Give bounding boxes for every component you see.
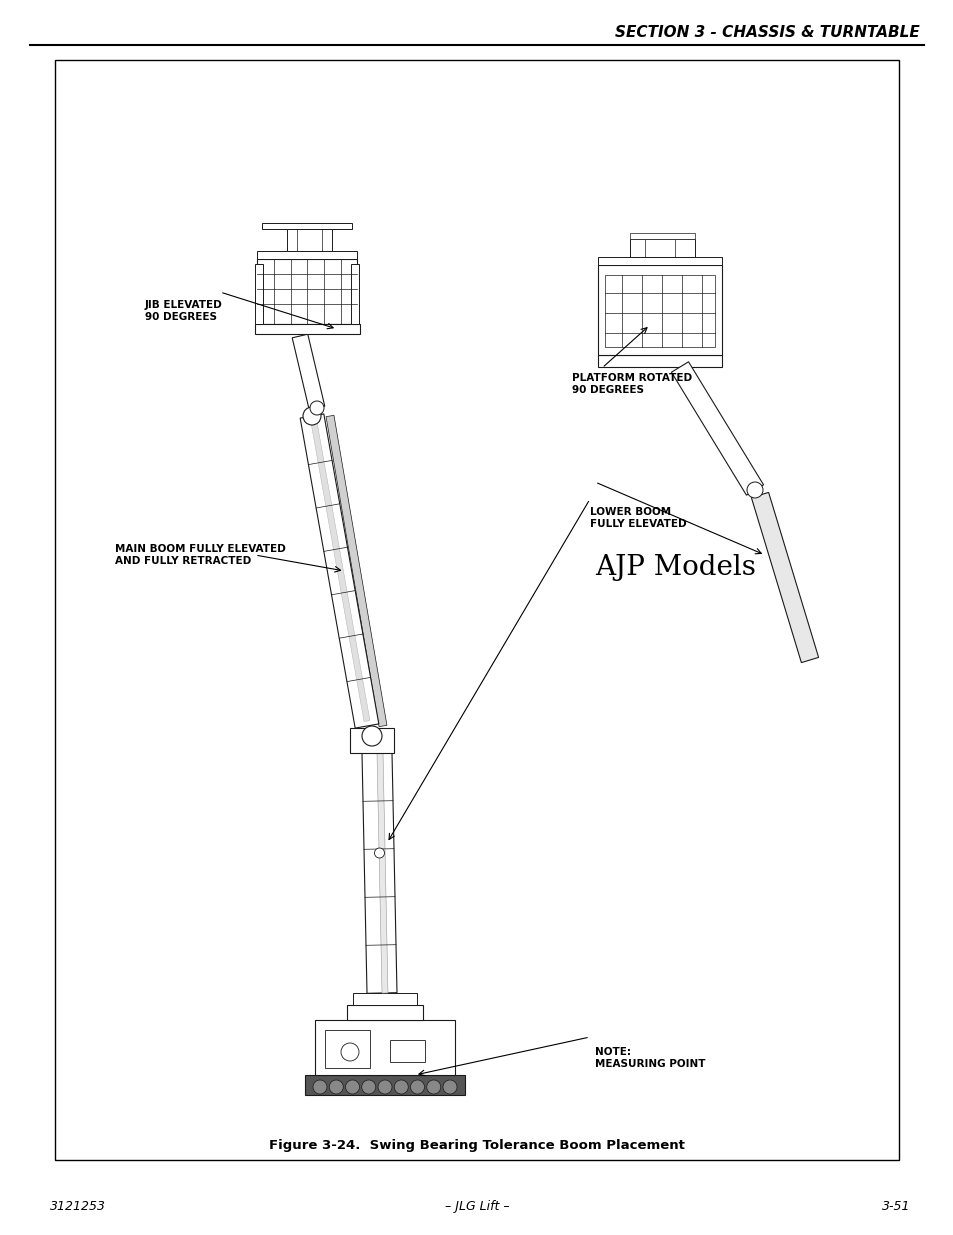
Circle shape (340, 1044, 358, 1061)
Polygon shape (361, 752, 396, 993)
Text: 3-51: 3-51 (881, 1200, 909, 1213)
Circle shape (442, 1079, 456, 1094)
Bar (347, 1005, 422, 1020)
Polygon shape (309, 410, 370, 721)
Circle shape (310, 401, 324, 415)
Polygon shape (300, 414, 378, 729)
Text: Figure 3-24.  Swing Bearing Tolerance Boom Placement: Figure 3-24. Swing Bearing Tolerance Boo… (269, 1139, 684, 1152)
Bar (305, 1074, 464, 1095)
Bar (353, 993, 416, 1005)
Bar (262, 224, 352, 228)
Polygon shape (376, 753, 388, 993)
Text: AJP Models: AJP Models (595, 553, 755, 580)
Circle shape (375, 848, 384, 858)
Bar (350, 727, 394, 753)
Circle shape (313, 1079, 327, 1094)
Polygon shape (751, 493, 818, 663)
Circle shape (361, 1079, 375, 1094)
Bar (254, 324, 359, 333)
Bar (390, 1040, 424, 1062)
Bar (629, 233, 695, 240)
Circle shape (377, 1079, 392, 1094)
Text: JIB ELEVATED
90 DEGREES: JIB ELEVATED 90 DEGREES (145, 300, 222, 321)
Text: MAIN BOOM FULLY ELEVATED
AND FULLY RETRACTED: MAIN BOOM FULLY ELEVATED AND FULLY RETRA… (115, 545, 286, 566)
Circle shape (361, 726, 381, 746)
Circle shape (303, 408, 320, 425)
Bar (256, 251, 356, 259)
Bar (351, 264, 358, 324)
Bar (287, 228, 332, 251)
Polygon shape (671, 362, 762, 495)
Text: NOTE:
MEASURING POINT: NOTE: MEASURING POINT (595, 1047, 705, 1068)
Text: PLATFORM ROTATED
90 DEGREES: PLATFORM ROTATED 90 DEGREES (572, 373, 691, 395)
Circle shape (394, 1079, 408, 1094)
Polygon shape (292, 335, 324, 410)
Text: SECTION 3 - CHASSIS & TURNTABLE: SECTION 3 - CHASSIS & TURNTABLE (615, 25, 919, 40)
Bar (598, 257, 721, 266)
Bar (604, 275, 714, 347)
Bar (314, 1020, 455, 1074)
Text: LOWER BOOM
FULLY ELEVATED: LOWER BOOM FULLY ELEVATED (589, 508, 686, 529)
Circle shape (410, 1079, 424, 1094)
Bar (325, 1030, 370, 1068)
Bar (254, 264, 263, 324)
Bar (256, 259, 356, 324)
Circle shape (329, 1079, 343, 1094)
Bar (598, 354, 721, 367)
Bar (598, 266, 721, 354)
Text: – JLG Lift –: – JLG Lift – (444, 1200, 509, 1213)
Text: 3121253: 3121253 (50, 1200, 106, 1213)
Circle shape (426, 1079, 440, 1094)
Bar (629, 240, 695, 257)
Bar (55, 61, 898, 1160)
Circle shape (746, 482, 762, 498)
Polygon shape (326, 415, 387, 726)
Circle shape (345, 1079, 359, 1094)
